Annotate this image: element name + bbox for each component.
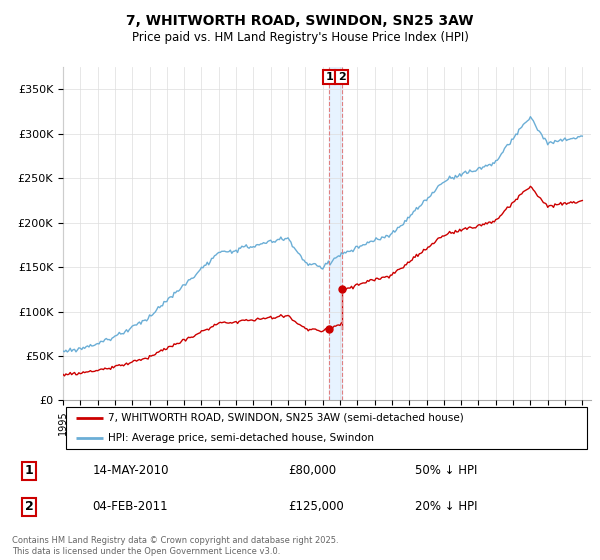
- FancyBboxPatch shape: [65, 407, 587, 449]
- Text: 7, WHITWORTH ROAD, SWINDON, SN25 3AW (semi-detached house): 7, WHITWORTH ROAD, SWINDON, SN25 3AW (se…: [108, 413, 464, 423]
- Text: £80,000: £80,000: [289, 464, 337, 478]
- Text: 04-FEB-2011: 04-FEB-2011: [92, 500, 168, 513]
- Text: 1: 1: [325, 72, 333, 82]
- Text: £125,000: £125,000: [289, 500, 344, 513]
- Text: 7, WHITWORTH ROAD, SWINDON, SN25 3AW: 7, WHITWORTH ROAD, SWINDON, SN25 3AW: [126, 14, 474, 28]
- Text: 50% ↓ HPI: 50% ↓ HPI: [415, 464, 478, 478]
- Text: Price paid vs. HM Land Registry's House Price Index (HPI): Price paid vs. HM Land Registry's House …: [131, 31, 469, 44]
- Text: HPI: Average price, semi-detached house, Swindon: HPI: Average price, semi-detached house,…: [108, 433, 374, 443]
- Text: 1: 1: [25, 464, 34, 478]
- Text: 20% ↓ HPI: 20% ↓ HPI: [415, 500, 478, 513]
- Text: 2: 2: [25, 500, 34, 513]
- Text: 2: 2: [338, 72, 346, 82]
- Text: 14-MAY-2010: 14-MAY-2010: [92, 464, 169, 478]
- Bar: [329, 67, 341, 400]
- Text: Contains HM Land Registry data © Crown copyright and database right 2025.
This d: Contains HM Land Registry data © Crown c…: [12, 536, 338, 556]
